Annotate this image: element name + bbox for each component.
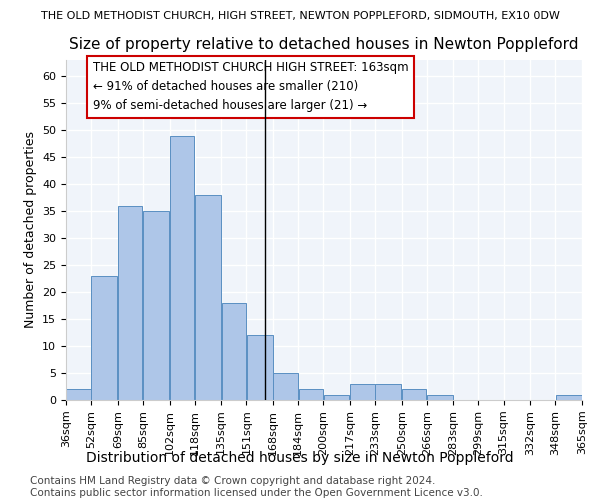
Text: Contains public sector information licensed under the Open Government Licence v3: Contains public sector information licen… xyxy=(30,488,483,498)
Text: Distribution of detached houses by size in Newton Poppleford: Distribution of detached houses by size … xyxy=(86,451,514,465)
Text: THE OLD METHODIST CHURCH HIGH STREET: 163sqm
← 91% of detached houses are smalle: THE OLD METHODIST CHURCH HIGH STREET: 16… xyxy=(92,62,408,112)
Bar xyxy=(350,384,374,400)
Bar xyxy=(402,389,427,400)
Bar xyxy=(170,136,194,400)
Bar xyxy=(427,394,453,400)
Bar xyxy=(118,206,142,400)
Y-axis label: Number of detached properties: Number of detached properties xyxy=(23,132,37,328)
Bar xyxy=(323,394,349,400)
Bar xyxy=(143,211,169,400)
Bar xyxy=(299,389,323,400)
Bar xyxy=(221,303,246,400)
Bar xyxy=(247,335,272,400)
Bar xyxy=(274,373,298,400)
Bar xyxy=(195,195,221,400)
Title: Size of property relative to detached houses in Newton Poppleford: Size of property relative to detached ho… xyxy=(69,37,579,52)
Bar xyxy=(67,389,91,400)
Text: THE OLD METHODIST CHURCH, HIGH STREET, NEWTON POPPLEFORD, SIDMOUTH, EX10 0DW: THE OLD METHODIST CHURCH, HIGH STREET, N… xyxy=(41,12,559,22)
Text: Contains HM Land Registry data © Crown copyright and database right 2024.: Contains HM Land Registry data © Crown c… xyxy=(30,476,436,486)
Bar xyxy=(556,394,581,400)
Bar xyxy=(376,384,401,400)
Bar xyxy=(91,276,118,400)
